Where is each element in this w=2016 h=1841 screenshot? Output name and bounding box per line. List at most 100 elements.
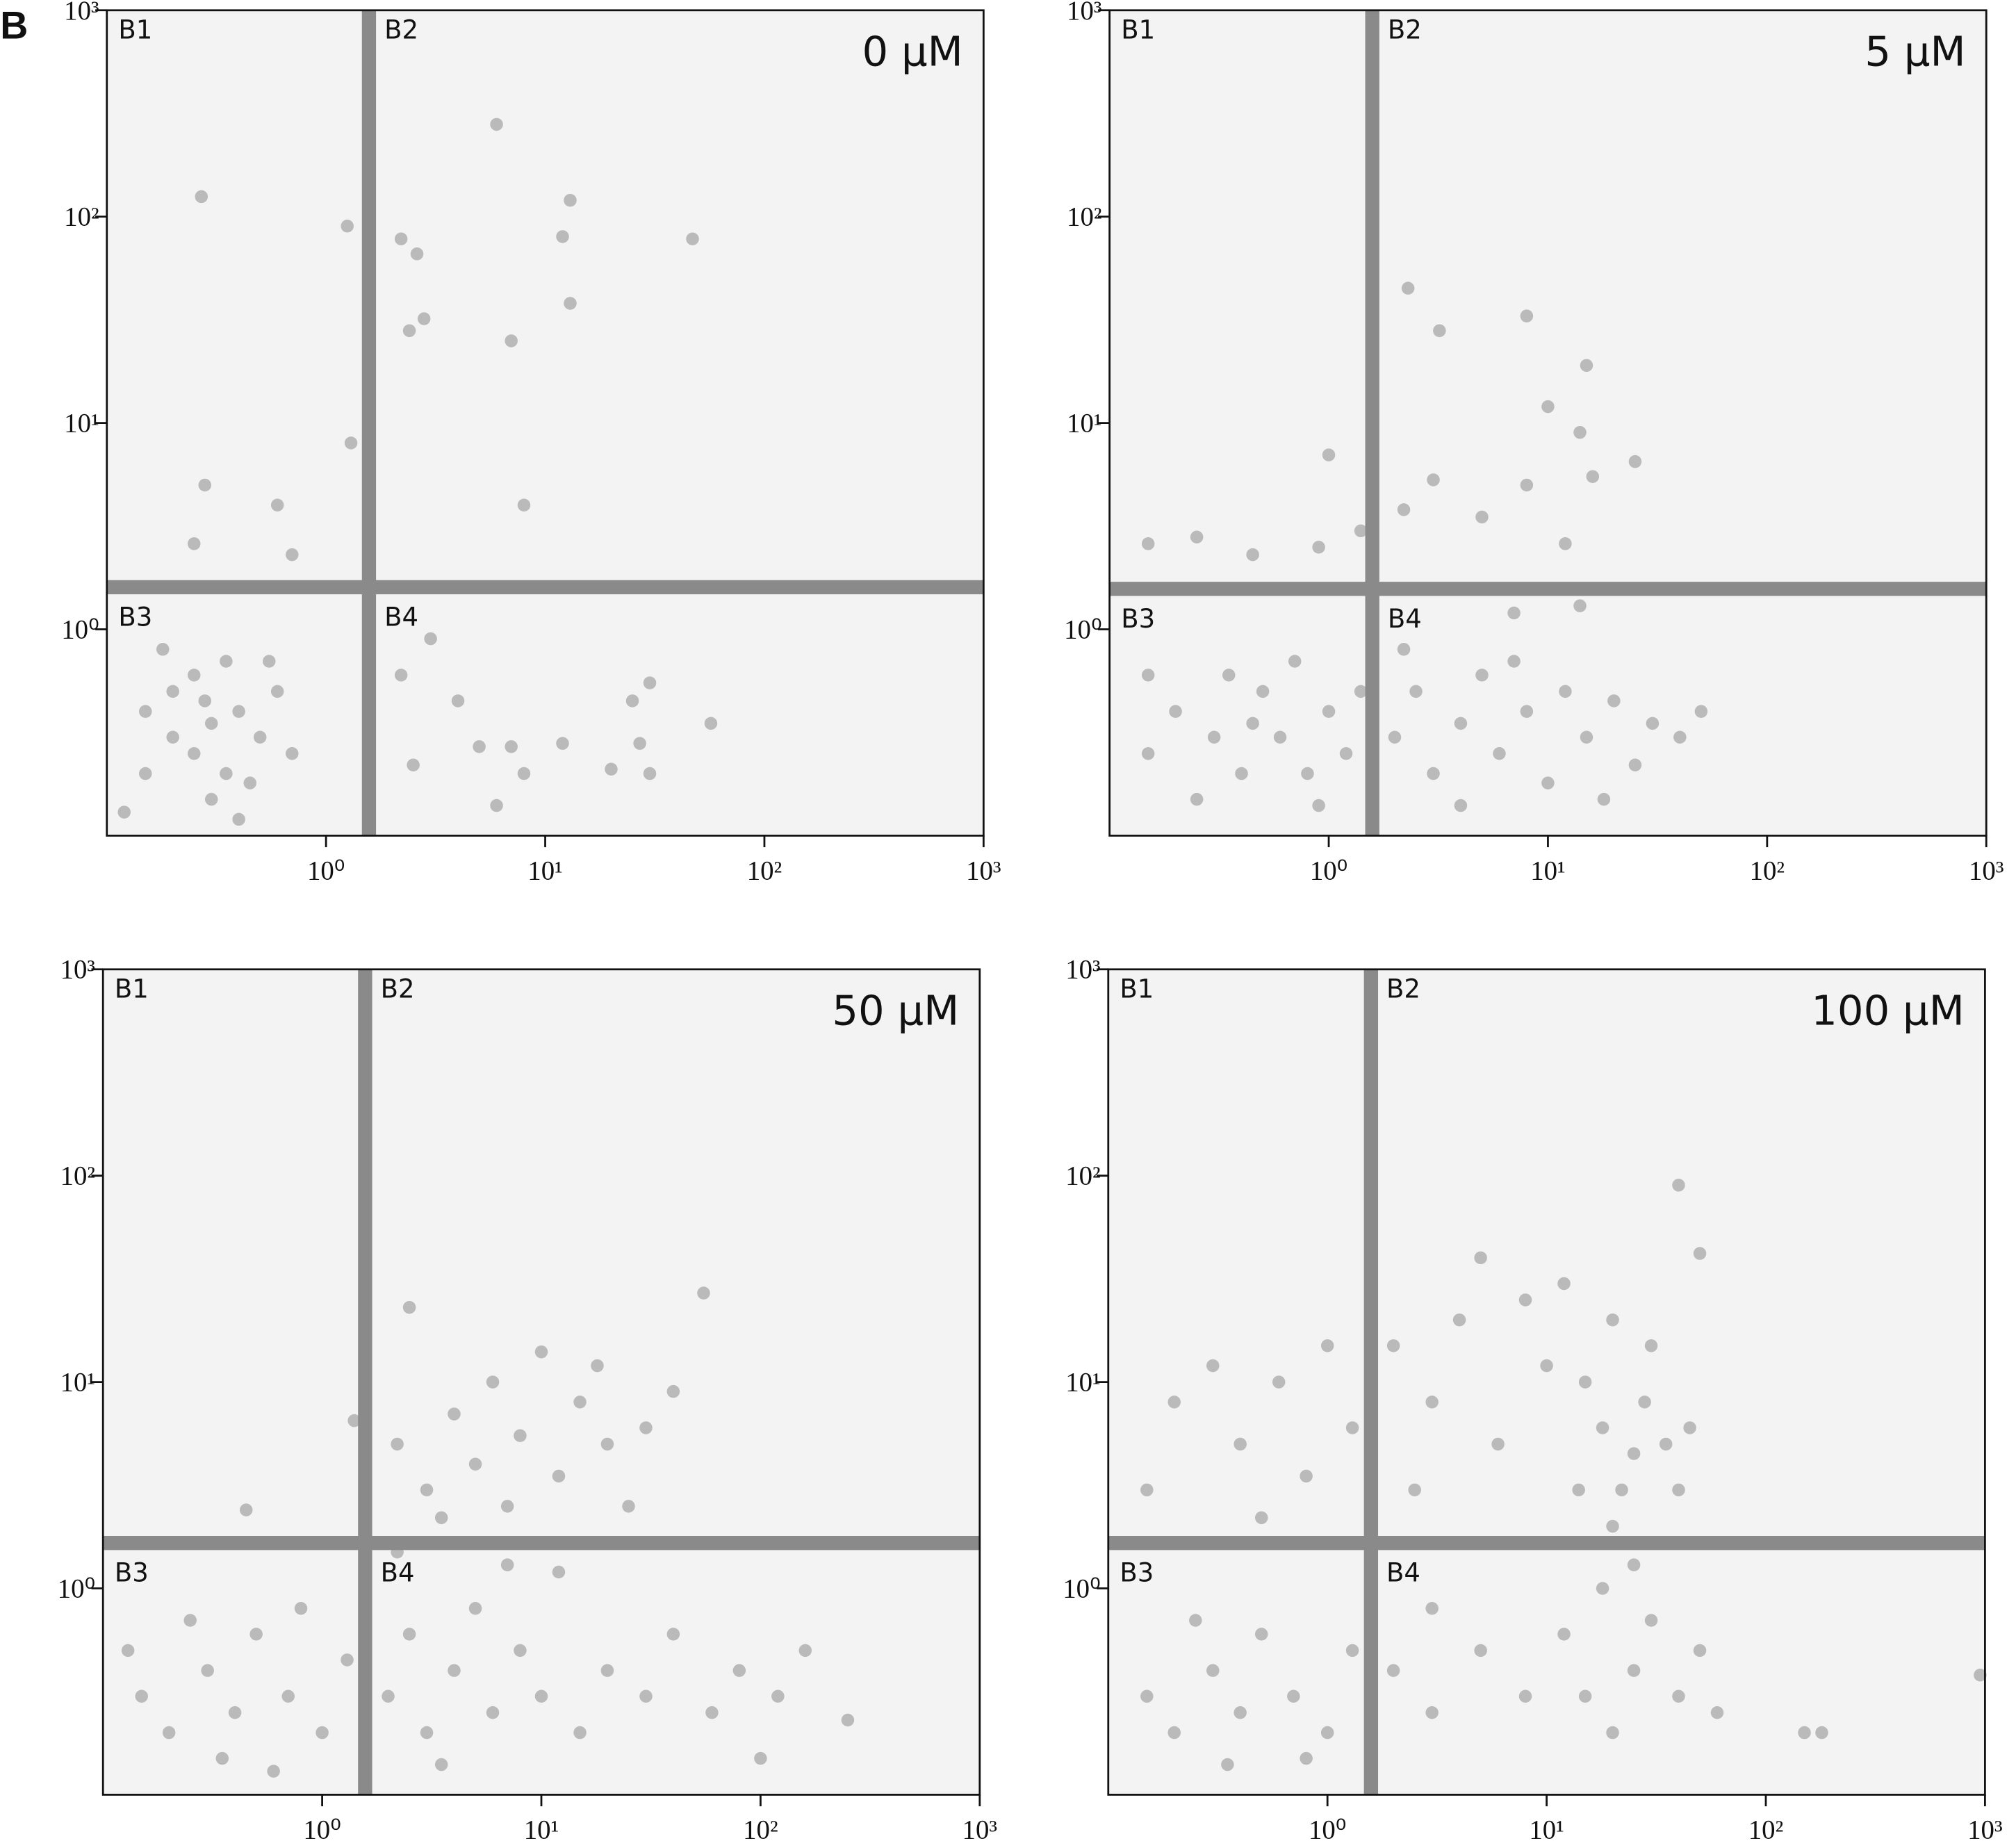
event-dot: [798, 1644, 812, 1658]
event-dot: [402, 324, 416, 338]
figure-label: B: [0, 3, 28, 47]
quadrant-label: B3: [118, 602, 152, 632]
quadrant-label: B3: [1121, 604, 1155, 634]
event-dot: [1606, 1519, 1619, 1533]
event-dot: [1693, 1644, 1707, 1658]
event-dot: [643, 676, 657, 689]
event-dot: [666, 1384, 680, 1398]
quadrant-label: B2: [384, 15, 418, 44]
event-dot: [1683, 1421, 1696, 1434]
event-dot: [1672, 1483, 1685, 1497]
event-dot: [407, 758, 420, 771]
x-tick-label: 10⁰: [1310, 856, 1347, 885]
event-dot: [1272, 1375, 1286, 1389]
event-dot: [1190, 530, 1204, 543]
event-dot: [556, 230, 569, 243]
quadrant-label: B3: [115, 1558, 149, 1588]
event-dot: [281, 1689, 295, 1703]
event-dot: [1354, 524, 1368, 538]
event-dot: [1596, 1421, 1609, 1434]
event-dot: [1572, 1483, 1585, 1497]
event-dot: [1578, 1689, 1592, 1703]
event-dot: [188, 747, 201, 760]
event-dot: [451, 694, 465, 707]
event-dot: [1627, 1447, 1641, 1460]
event-dot: [1638, 1396, 1651, 1409]
x-tick-label: 10³: [966, 856, 1001, 885]
event-dot: [1207, 730, 1221, 744]
event-dot: [391, 1437, 404, 1451]
x-tick-label: 10¹: [1529, 1815, 1564, 1841]
event-dot: [1427, 473, 1440, 486]
event-dot: [1234, 1706, 1247, 1719]
event-dot: [1312, 541, 1325, 554]
event-dot: [1433, 324, 1446, 338]
event-dot: [754, 1751, 767, 1765]
panel: 10⁰ 10¹ 10² 10³ 10⁰ 10¹ 10² 10³ B1 B2 B3 B4 5 μM: [1064, 0, 2003, 885]
event-dot: [201, 1664, 214, 1677]
event-dot: [1141, 747, 1155, 760]
x-tick-label: 10²: [1750, 856, 1785, 885]
event-dot: [1606, 1313, 1619, 1327]
event-dot: [1710, 1706, 1724, 1719]
event-dot: [705, 1706, 719, 1719]
event-dot: [1354, 685, 1368, 698]
event-dot: [394, 232, 408, 245]
event-dot: [424, 632, 437, 646]
event-dot: [697, 1286, 710, 1300]
quadrant-label: B2: [1388, 15, 1422, 44]
event-dot: [243, 776, 257, 789]
event-dot: [552, 1469, 566, 1483]
quadrant-label: B4: [384, 602, 418, 632]
event-dot: [1401, 281, 1415, 295]
x-tick-label: 10²: [747, 856, 782, 885]
event-dot: [704, 717, 718, 730]
event-dot: [1672, 1689, 1685, 1703]
event-dot: [1474, 1251, 1487, 1265]
quadrant-label: B1: [115, 974, 149, 1004]
event-dot: [1557, 1628, 1571, 1641]
event-dot: [1221, 1758, 1234, 1772]
y-tick-label: 10³: [60, 955, 95, 985]
event-dot: [625, 694, 639, 707]
event-dot: [564, 193, 577, 207]
event-dot: [1474, 1644, 1487, 1658]
y-tick-label: 10³: [1065, 955, 1100, 985]
event-dot: [1300, 1751, 1313, 1765]
event-dot: [402, 1628, 416, 1641]
event-dot: [220, 655, 233, 668]
event-dot: [1254, 1511, 1268, 1525]
event-dot: [841, 1713, 855, 1727]
event-dot: [382, 1689, 395, 1703]
event-dot: [1246, 548, 1259, 562]
x-tick-label: 10⁰: [307, 856, 345, 885]
event-dot: [1287, 1689, 1300, 1703]
event-dot: [552, 1565, 566, 1579]
event-dot: [1627, 1664, 1641, 1677]
event-dot: [220, 767, 233, 780]
panel: 10⁰ 10¹ 10² 10³ 10⁰ 10¹ 10² 10³ B1 B2 B3 B4 0 μM: [61, 0, 1001, 885]
event-dot: [341, 1653, 354, 1667]
event-dot: [1190, 792, 1204, 806]
event-dot: [1615, 1483, 1628, 1497]
y-tick-label: 10²: [60, 1161, 95, 1191]
event-dot: [556, 737, 569, 750]
event-dot: [215, 1751, 229, 1765]
event-dot: [1235, 767, 1248, 780]
y-tick-label: 10⁰: [61, 614, 99, 644]
event-dot: [1322, 705, 1336, 718]
event-dot: [156, 643, 170, 656]
quadrant-label: B1: [1120, 974, 1154, 1004]
event-dot: [1141, 537, 1155, 550]
x-tick-label: 10²: [743, 1815, 778, 1841]
event-dot: [1475, 510, 1489, 524]
event-dot: [1452, 1313, 1466, 1327]
event-dot: [633, 737, 646, 750]
y-tick-label: 10¹: [64, 409, 99, 439]
event-dot: [1798, 1726, 1811, 1740]
event-dot: [1169, 705, 1182, 718]
event-dot: [1454, 717, 1468, 730]
event-dot: [1541, 400, 1555, 414]
event-dot: [1397, 503, 1411, 516]
event-dot: [139, 767, 152, 780]
